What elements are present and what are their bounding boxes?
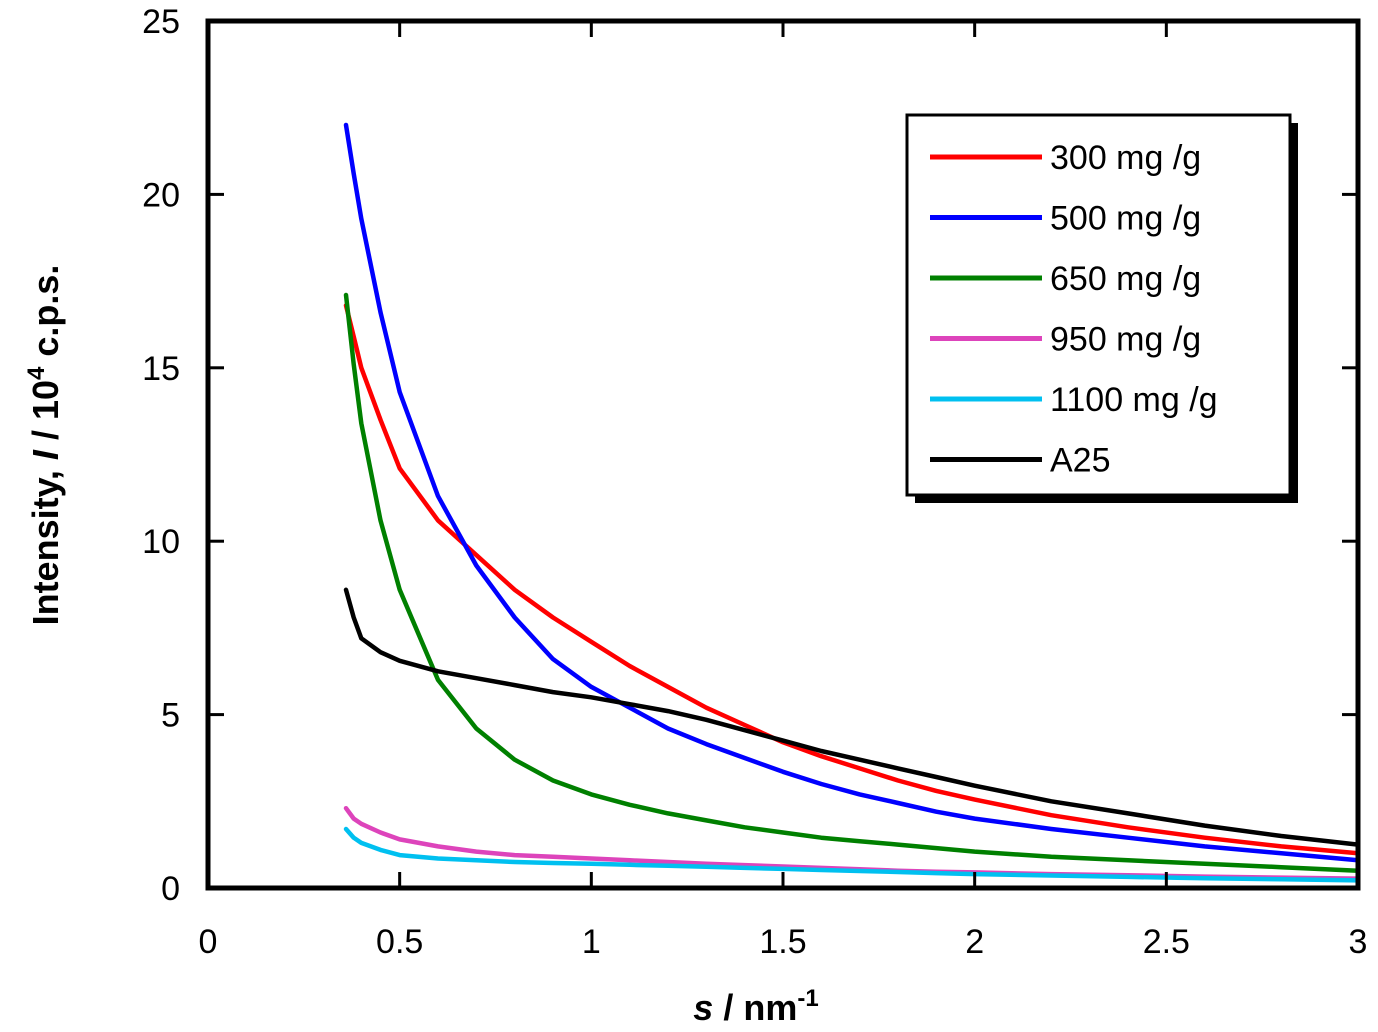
y-tick-label: 25 <box>142 3 180 41</box>
legend-label-5: A25 <box>1050 442 1111 480</box>
y-tick-label: 15 <box>142 350 180 388</box>
series-line-0 <box>343 303 1361 856</box>
tick-layer: 0 0.5 1 1.5 2 2.5 3 0 5 10 15 20 25 <box>142 3 1367 961</box>
y-tick-label: 5 <box>161 697 180 735</box>
series-line-3 <box>343 805 1361 881</box>
legend-label-2: 650 mg /g <box>1050 260 1201 298</box>
y-tick-label: 10 <box>142 523 180 561</box>
x-tick-label: 2.5 <box>1143 923 1190 961</box>
series-layer <box>343 122 1361 883</box>
x-tick-label: 1 <box>582 923 601 961</box>
x-tick-label: 0.5 <box>376 923 423 961</box>
y-tick-label: 0 <box>161 870 180 908</box>
series-line-2 <box>343 292 1361 873</box>
x-axis-title: s / nm-1 <box>693 985 818 1028</box>
legend: 300 mg /g 500 mg /g 650 mg /g 950 mg /g 1100… <box>905 113 1298 503</box>
x-tick-label: 2 <box>965 923 984 961</box>
series-line-4 <box>343 826 1361 883</box>
series-line-5 <box>343 587 1361 847</box>
x-tick-label: 0 <box>199 923 218 961</box>
legend-label-3: 950 mg /g <box>1050 321 1201 359</box>
legend-label-4: 1100 mg /g <box>1050 381 1218 419</box>
series-line-1 <box>343 122 1361 863</box>
x-tick-label: 1.5 <box>759 923 806 961</box>
y-axis-title: Intensity, I / 104 c.p.s. <box>23 265 66 626</box>
legend-label-0: 300 mg /g <box>1050 139 1201 177</box>
legend-label-1: 500 mg /g <box>1050 200 1201 238</box>
y-tick-label: 20 <box>142 176 180 214</box>
legend-box <box>905 113 1292 497</box>
x-tick-label: 3 <box>1349 923 1368 961</box>
